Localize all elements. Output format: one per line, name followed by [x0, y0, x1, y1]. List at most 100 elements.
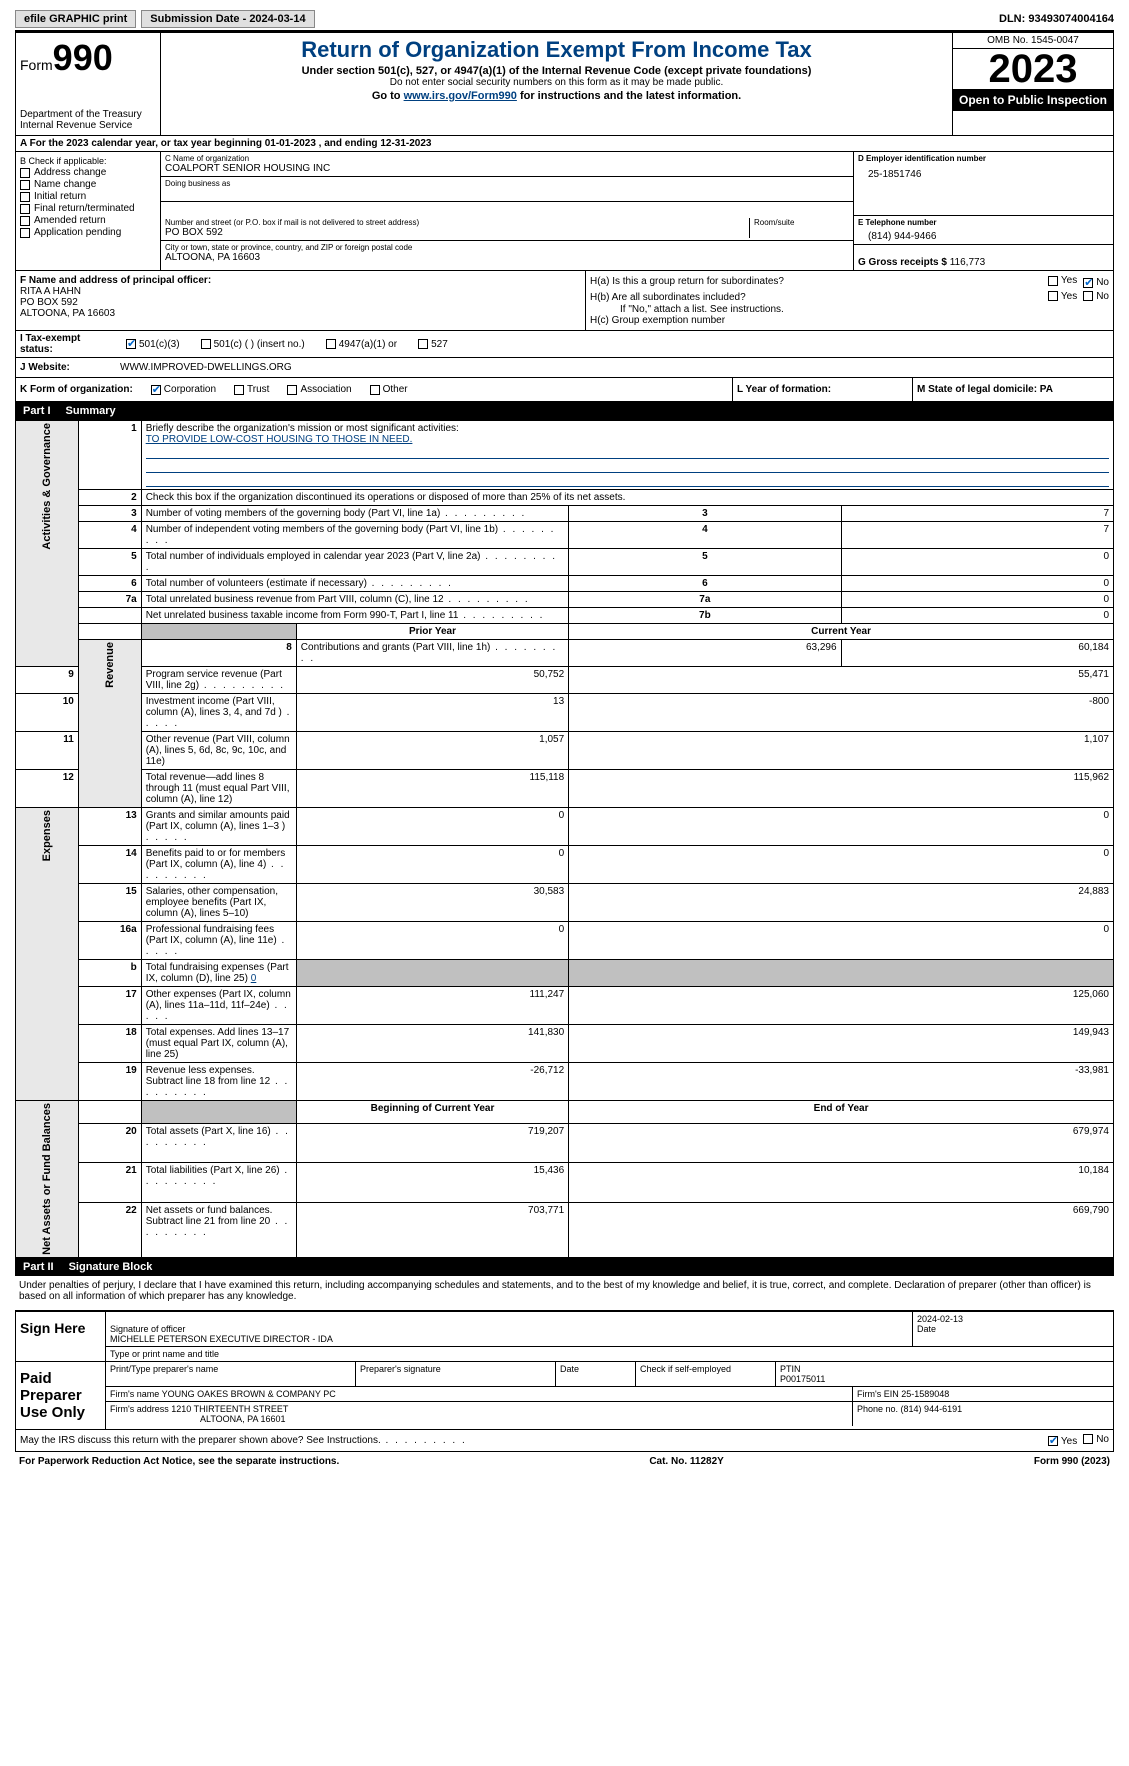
firm-name: YOUNG OAKES BROWN & COMPANY PC: [162, 1389, 336, 1399]
box-b-label: B Check if applicable:: [20, 156, 156, 166]
checkbox-ha-yes[interactable]: [1048, 276, 1058, 286]
part1-label: Part I: [23, 405, 51, 417]
checkbox-527[interactable]: [418, 339, 428, 349]
checkbox-discuss-no[interactable]: [1083, 1434, 1093, 1444]
goto-suffix: for instructions and the latest informat…: [517, 90, 741, 102]
chk-label: Application pending: [34, 227, 121, 238]
officer-label: F Name and address of principal officer:: [20, 275, 211, 286]
checkbox-app-pending[interactable]: [20, 228, 30, 238]
table-row: 16aProfessional fundraising fees (Part I…: [16, 922, 1114, 960]
gov-side-label: Activities & Governance: [41, 423, 53, 550]
mission-text[interactable]: TO PROVIDE LOW-COST HOUSING TO THOSE IN …: [146, 434, 413, 445]
city-value: ALTOONA, PA 16603: [165, 252, 849, 263]
self-emp-label: Check if self-employed: [640, 1364, 731, 1374]
prior-year-header: Prior Year: [296, 624, 568, 640]
officer-sig-name: MICHELLE PETERSON EXECUTIVE DIRECTOR - I…: [110, 1334, 333, 1344]
tax-year: 2023: [953, 49, 1113, 89]
form-footer: Form 990 (2023): [1034, 1456, 1110, 1467]
table-row: Net unrelated business taxable income fr…: [16, 608, 1114, 624]
checkbox-discuss-yes[interactable]: [1048, 1436, 1058, 1446]
hb-label: H(b) Are all subordinates included?: [590, 292, 746, 303]
checkbox-hb-no[interactable]: [1083, 291, 1093, 301]
table-row: 10Investment income (Part VIII, column (…: [16, 694, 1114, 732]
table-row: 19Revenue less expenses. Subtract line 1…: [16, 1063, 1114, 1101]
table-row: bTotal fundraising expenses (Part IX, co…: [16, 960, 1114, 987]
checkbox-amended[interactable]: [20, 216, 30, 226]
assoc-label: Association: [300, 384, 351, 395]
form-title: Return of Organization Exempt From Incom…: [165, 37, 948, 63]
firm-phone-label: Phone no.: [857, 1404, 901, 1414]
no-label: No: [1096, 1434, 1109, 1445]
irs-label: Internal Revenue Service: [20, 120, 156, 131]
chk-label: Initial return: [34, 191, 86, 202]
table-row: 14Benefits paid to or for members (Part …: [16, 846, 1114, 884]
table-row: 5Total number of individuals employed in…: [16, 549, 1114, 576]
firm-phone: (814) 944-6191: [901, 1404, 963, 1414]
yes-label: Yes: [1061, 275, 1077, 286]
line1-label: Briefly describe the organization's miss…: [146, 423, 459, 434]
begin-year-header: Beginning of Current Year: [296, 1101, 568, 1124]
addr-label: Number and street (or P.O. box if mail i…: [165, 218, 749, 227]
top-bar: efile GRAPHIC print Submission Date - 20…: [15, 10, 1114, 32]
prep-sig-label: Preparer's signature: [356, 1362, 556, 1386]
cat-no: Cat. No. 11282Y: [649, 1456, 723, 1467]
firm-ein-label: Firm's EIN: [857, 1389, 901, 1399]
form-number: 990: [53, 37, 113, 78]
box-b: B Check if applicable: Address change Na…: [16, 152, 161, 270]
sign-here-label: Sign Here: [16, 1312, 106, 1361]
checkbox-501c3[interactable]: [126, 339, 136, 349]
submission-date: Submission Date - 2024-03-14: [141, 10, 314, 28]
checkbox-ha-no[interactable]: [1083, 278, 1093, 288]
checkbox-hb-yes[interactable]: [1048, 291, 1058, 301]
phone-label: E Telephone number: [858, 218, 1109, 227]
table-row: 18Total expenses. Add lines 13–17 (must …: [16, 1025, 1114, 1063]
org-name-label: C Name of organization: [165, 154, 849, 163]
part2-header: Part II Signature Block: [15, 1258, 1114, 1276]
yes-label: Yes: [1061, 1436, 1077, 1447]
room-label: Room/suite: [754, 218, 849, 227]
checkbox-name-change[interactable]: [20, 180, 30, 190]
gross-receipts-label: G Gross receipts $: [858, 257, 950, 268]
table-row: 17Other expenses (Part IX, column (A), l…: [16, 987, 1114, 1025]
website-value: WWW.IMPROVED-DWELLINGS.ORG: [120, 362, 292, 373]
501c-label: 501(c) ( ) (insert no.): [214, 339, 305, 350]
dln: DLN: 93493074004164: [999, 13, 1114, 25]
exp-side-label: Expenses: [41, 810, 53, 861]
501c3-label: 501(c)(3): [139, 339, 180, 350]
sig-date-val: 2024-02-13: [917, 1314, 963, 1324]
no-label: No: [1096, 277, 1109, 288]
checkbox-501c[interactable]: [201, 339, 211, 349]
ssn-note: Do not enter social security numbers on …: [165, 77, 948, 88]
pra-notice: For Paperwork Reduction Act Notice, see …: [19, 1456, 339, 1467]
checkbox-final-return[interactable]: [20, 204, 30, 214]
efile-print-button[interactable]: efile GRAPHIC print: [15, 10, 136, 28]
officer-addr1: PO BOX 592: [20, 297, 78, 308]
ptin-label: PTIN: [780, 1364, 801, 1374]
addr-value: PO BOX 592: [165, 227, 749, 238]
checkbox-4947[interactable]: [326, 339, 336, 349]
form-label: Form: [20, 57, 53, 73]
chk-label: Final return/terminated: [34, 203, 135, 214]
table-row: 20Total assets (Part X, line 16)719,2076…: [16, 1124, 1114, 1163]
527-label: 527: [431, 339, 448, 350]
checkbox-address-change[interactable]: [20, 168, 30, 178]
part1-header: Part I Summary: [15, 402, 1114, 420]
irs-link[interactable]: www.irs.gov/Form990: [404, 90, 517, 102]
firm-ein: 25-1589048: [901, 1389, 949, 1399]
prep-name-label: Print/Type preparer's name: [106, 1362, 356, 1386]
table-row: 22Net assets or fund balances. Subtract …: [16, 1202, 1114, 1257]
firm-addr-label: Firm's address: [110, 1404, 171, 1414]
firm-addr1: 1210 THIRTEENTH STREET: [171, 1404, 288, 1414]
officer-name: RITA A HAHN: [20, 286, 81, 297]
table-row: 3Number of voting members of the governi…: [16, 506, 1114, 522]
line16b-val[interactable]: 0: [251, 973, 257, 984]
chk-label: Address change: [34, 167, 106, 178]
rev-side-label: Revenue: [104, 642, 116, 688]
checkbox-initial-return[interactable]: [20, 192, 30, 202]
checkbox-trust[interactable]: [234, 385, 244, 395]
checkbox-corp[interactable]: [151, 385, 161, 395]
corp-label: Corporation: [164, 384, 216, 395]
table-row: 11Other revenue (Part VIII, column (A), …: [16, 732, 1114, 770]
checkbox-assoc[interactable]: [287, 385, 297, 395]
checkbox-other[interactable]: [370, 385, 380, 395]
